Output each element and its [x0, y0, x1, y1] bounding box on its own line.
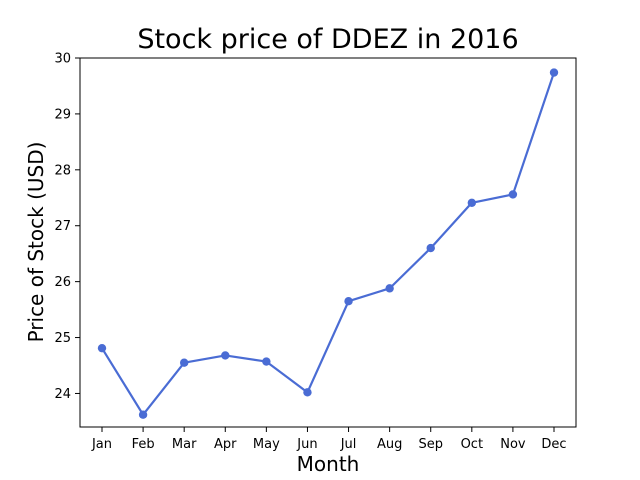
- y-axis: 24 25 26 27 28 29 30: [54, 52, 80, 402]
- data-point: [426, 243, 435, 253]
- x-tick-label: Oct: [461, 437, 483, 452]
- data-point: [138, 410, 148, 419]
- data-point: [508, 190, 518, 199]
- data-point: [179, 358, 189, 367]
- data-point: [97, 343, 107, 353]
- y-tick-label: 30: [54, 52, 71, 67]
- series-line: [101, 72, 556, 416]
- data-point: [467, 198, 477, 208]
- x-tick-label: Mar: [172, 437, 197, 452]
- x-tick-label: Dec: [541, 437, 566, 452]
- x-tick-label: Aug: [377, 437, 402, 452]
- chart-title: Stock price of DDEZ in 2016: [137, 24, 518, 55]
- data-point: [303, 388, 312, 397]
- y-tick-label: 24: [54, 387, 71, 402]
- y-tick-label: 28: [54, 163, 71, 178]
- x-tick-label: Jun: [296, 437, 317, 452]
- x-tick-label: Nov: [500, 437, 526, 452]
- x-tick-label: Feb: [132, 437, 155, 452]
- data-point: [385, 284, 394, 293]
- y-tick-label: 25: [54, 331, 71, 346]
- data-point: [221, 351, 230, 360]
- data-point: [344, 297, 353, 306]
- y-tick-label: 29: [54, 107, 71, 122]
- plot-area-frame: [79, 57, 577, 428]
- y-tick-label: 26: [54, 275, 71, 290]
- x-tick-label: Sep: [418, 437, 443, 452]
- y-tick-label: 27: [54, 219, 71, 234]
- x-tick-label: Jul: [340, 437, 357, 452]
- data-point: [549, 68, 559, 77]
- x-tick-label: Apr: [214, 437, 237, 452]
- x-tick-label: May: [253, 437, 280, 452]
- x-axis: Jan Feb Mar Apr May Jun Jul Aug Sep Oct Nov Dec: [91, 427, 567, 452]
- data-point: [262, 357, 271, 366]
- x-tick-label: Jan: [91, 437, 112, 452]
- x-axis-label: Month: [297, 452, 360, 476]
- series-layer: [97, 68, 559, 419]
- y-axis-label: Price of Stock (USD): [24, 142, 48, 343]
